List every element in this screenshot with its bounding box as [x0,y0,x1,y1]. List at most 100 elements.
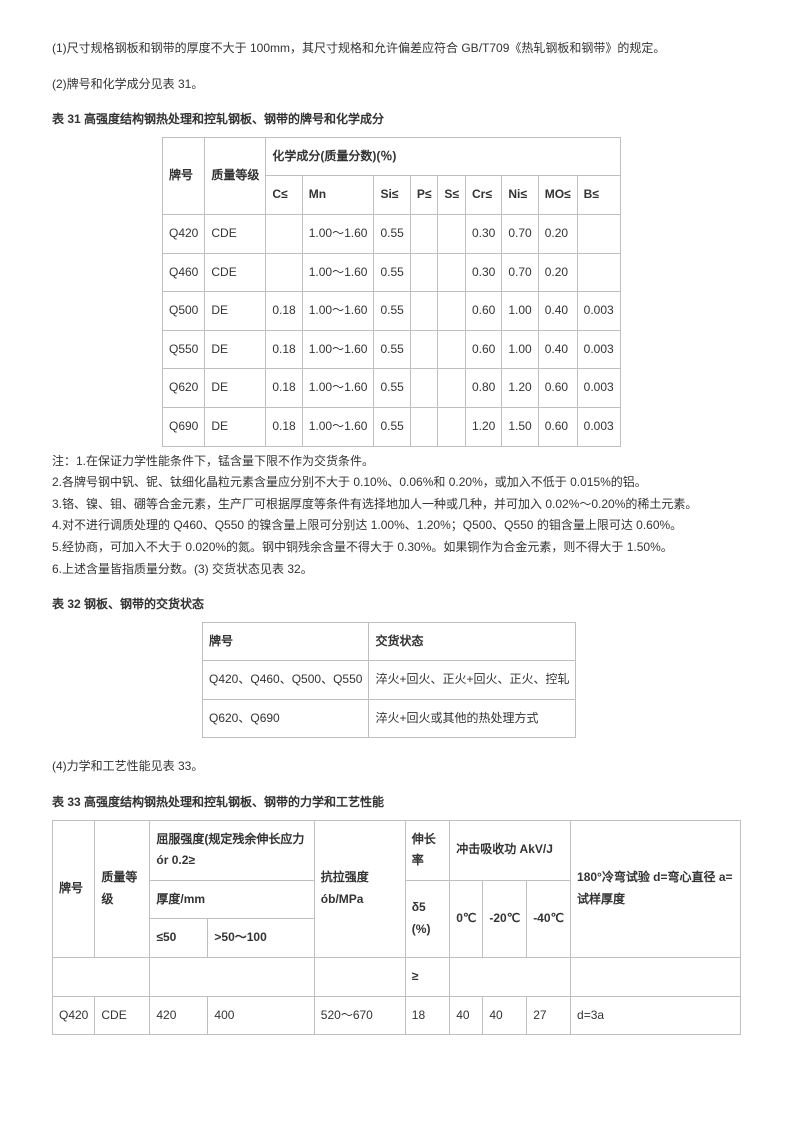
cell: 0.18 [266,407,302,446]
note-line: 5.经协商，可加入不大于 0.020%的氮。钢中铜残余含量不得大于 0.30%。… [52,537,741,559]
table-row: Q690DE0.181.00～1.600.55 1.201.500.600.003 [163,407,621,446]
caption-32: 表 32 钢板、钢带的交货状态 [52,594,741,616]
cell: 0.70 [502,253,538,292]
cell: 1.50 [502,407,538,446]
caption-33: 表 33 高强度结构钢热处理和控轧钢板、钢带的力学和工艺性能 [52,792,741,814]
cell: d=3a [571,996,741,1035]
cell: Q420、Q460、Q500、Q550 [203,661,369,700]
table-32: 牌号交货状态 Q420、Q460、Q500、Q550淬火+回火、正火+回火、正火… [202,622,576,739]
cell: 27 [527,996,571,1035]
cell [438,253,466,292]
t33-h-bend: 180°冷弯试验 d=弯心直径 a=试样厚度 [571,820,741,957]
cell [577,214,620,253]
cell: 400 [208,996,314,1035]
cell: Q460 [163,253,205,292]
paragraph-4: (4)力学和工艺性能见表 33。 [52,756,741,778]
cell: 0.55 [374,214,410,253]
cell [410,407,438,446]
cell: 0.55 [374,330,410,369]
cell: 0.55 [374,407,410,446]
table-row: Q420CDE1.00～1.600.550.300.700.20 [163,214,621,253]
t32-h2: 交货状态 [369,622,576,661]
cell: Q690 [163,407,205,446]
cell: 0.60 [466,292,502,331]
cell: 0.003 [577,330,620,369]
cell: DE [205,407,266,446]
cell: 1.20 [502,369,538,408]
t33-h-0: 0℃ [450,880,483,957]
t33-h-impact: 冲击吸收功 AkV/J [450,820,571,880]
note-line: 3.铬、镍、钼、硼等合金元素，生产厂可根据厚度等条件有选择地加人一种或几种，并可… [52,494,741,516]
table-31: 牌号 质量等级 化学成分(质量分数)(％) C≤ Mn Si≤ P≤ S≤ Cr… [162,137,621,447]
cell: 0.30 [466,214,502,253]
cell: 1.00～1.60 [302,407,374,446]
cell: 0.40 [538,292,577,331]
t31-h-brand: 牌号 [163,137,205,214]
cell: Q500 [163,292,205,331]
note-line: 注：1.在保证力学性能条件下，锰含量下限不作为交货条件。 [52,451,741,473]
t33-h-d5: δ5 (%) [405,880,449,957]
cell: 18 [405,996,449,1035]
table-row: Q620DE0.181.00～1.600.550.801.200.600.003 [163,369,621,408]
t31-col: Ni≤ [502,176,538,215]
table-row: Q460CDE1.00～1.600.550.300.700.20 [163,253,621,292]
cell: CDE [205,214,266,253]
cell: 淬火+回火、正火+回火、正火、控轧 [369,661,576,700]
cell: 0.18 [266,330,302,369]
cell: 0.70 [502,214,538,253]
t31-col: MO≤ [538,176,577,215]
t33-h-ge: ≥ [405,958,449,997]
t33-h-50-100: >50～100 [208,919,314,958]
cell: 0.30 [466,253,502,292]
t33-blank [53,958,150,997]
cell: Q620、Q690 [203,699,369,738]
cell: 420 [150,996,208,1035]
cell [410,214,438,253]
cell [266,253,302,292]
cell: Q550 [163,330,205,369]
cell: 0.003 [577,369,620,408]
t33-h-elong: 伸长率 [405,820,449,880]
cell: CDE [205,253,266,292]
note-line: 6.上述含量皆指质量分数。(3) 交货状态见表 32。 [52,559,741,581]
table-row: Q550DE0.181.00～1.600.550.601.000.400.003 [163,330,621,369]
t31-col: Si≤ [374,176,410,215]
cell: 520～670 [314,996,405,1035]
cell: 1.00～1.60 [302,214,374,253]
t31-h-grade: 质量等级 [205,137,266,214]
t33-h-thick: 厚度/mm [150,880,314,919]
cell: 0.18 [266,292,302,331]
t33-h-40: -40℃ [527,880,571,957]
t31-col: Cr≤ [466,176,502,215]
cell [438,330,466,369]
cell: 0.55 [374,292,410,331]
cell: 0.60 [466,330,502,369]
t33-blank [150,958,314,997]
t33-h-tensile: 抗拉强度ób/MPa [314,820,405,957]
cell: Q420 [163,214,205,253]
cell: 0.003 [577,407,620,446]
cell: Q620 [163,369,205,408]
t31-col: Mn [302,176,374,215]
t33-blank [571,958,741,997]
t31-h-chem: 化学成分(质量分数)(％) [266,137,620,176]
t33-h-brand: 牌号 [53,820,95,957]
cell: 40 [450,996,483,1035]
cell [438,292,466,331]
t33-blank [314,958,405,997]
cell [438,214,466,253]
cell: 0.60 [538,369,577,408]
t31-col: C≤ [266,176,302,215]
t33-h-20: -20℃ [483,880,527,957]
cell: 0.60 [538,407,577,446]
cell: 1.20 [466,407,502,446]
cell [410,369,438,408]
t31-col: B≤ [577,176,620,215]
cell [410,330,438,369]
t32-h1: 牌号 [203,622,369,661]
cell: Q420 [53,996,95,1035]
t33-h-yield: 屈服强度(规定残余伸长应力ór 0.2≥ [150,820,314,880]
cell: 1.00～1.60 [302,330,374,369]
cell: DE [205,330,266,369]
cell [438,407,466,446]
